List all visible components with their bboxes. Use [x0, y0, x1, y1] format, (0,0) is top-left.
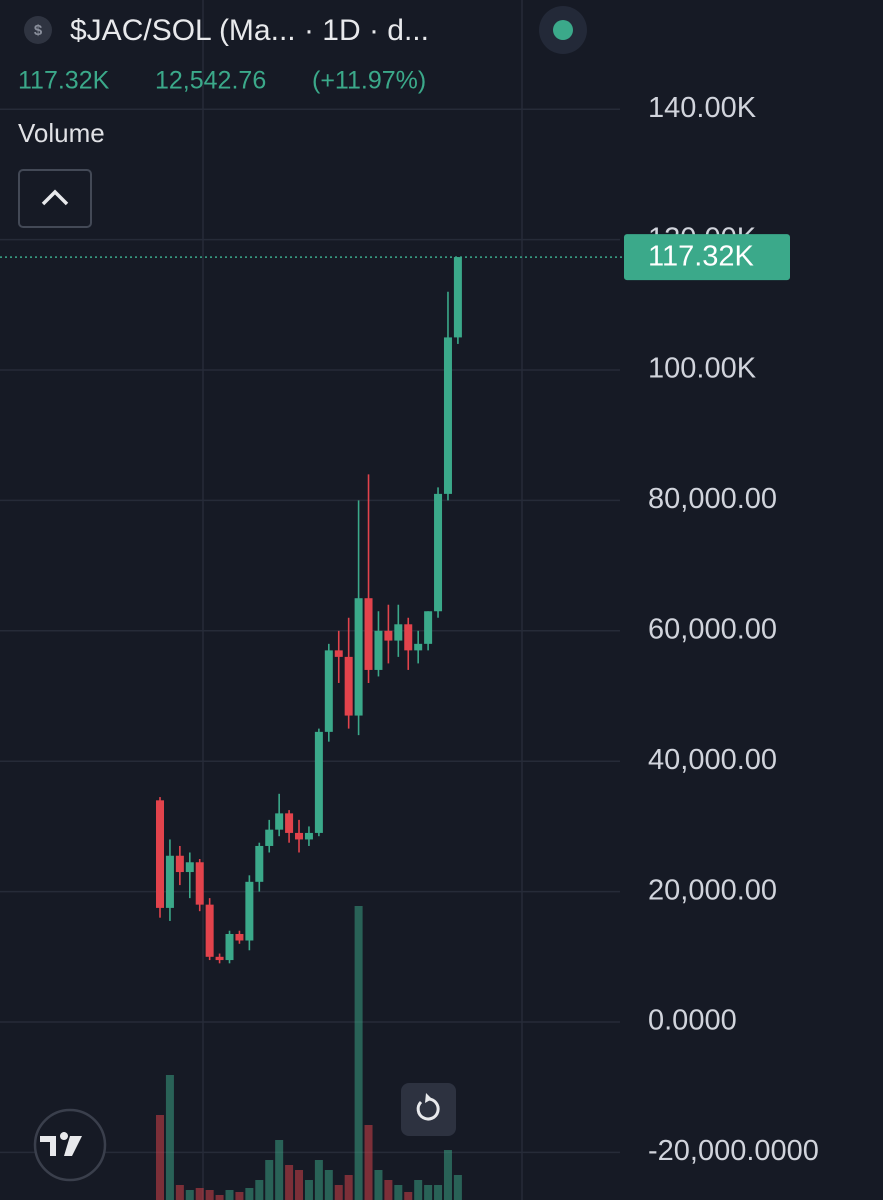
volume-bar: [185, 1190, 194, 1200]
volume-bar: [295, 1170, 304, 1200]
candle-body: [453, 257, 462, 338]
chart-title: $JAC/SOL (Ma... · 1D · d...: [70, 14, 429, 47]
volume-bar: [424, 1185, 433, 1200]
volume-bar: [404, 1192, 413, 1200]
change-pct: (+11.97%): [312, 67, 426, 95]
y-tick-label: 140.00K: [648, 92, 757, 124]
volume-bar: [374, 1170, 383, 1200]
candle-body: [443, 337, 452, 494]
candle-body: [205, 904, 214, 957]
volume-bar: [384, 1180, 393, 1200]
reset-icon: [416, 1097, 440, 1121]
candle-body: [354, 598, 363, 716]
y-tick-label: 20,000.00: [648, 874, 777, 906]
last-price-label: 117.32K: [648, 241, 755, 273]
overlays: [33, 1083, 456, 1182]
candle-body: [424, 611, 433, 644]
volume-bar: [414, 1180, 423, 1200]
candle-body: [414, 643, 423, 651]
candle-body: [295, 832, 304, 840]
volume-bar: [205, 1190, 214, 1200]
candle-body: [394, 624, 403, 641]
volume-bar: [434, 1185, 443, 1200]
volume-bar: [175, 1185, 184, 1200]
volume-bar: [245, 1188, 254, 1200]
candle-body: [175, 855, 184, 873]
volume-bar: [215, 1195, 224, 1200]
candle-body: [285, 813, 294, 833]
candle-body: [195, 862, 204, 905]
collapse-button[interactable]: [18, 169, 92, 228]
candle-body: [255, 845, 264, 882]
volume-bar: [344, 1175, 353, 1200]
status-dot: [553, 20, 573, 40]
volume-bar: [354, 906, 363, 1200]
volume-bar: [394, 1185, 403, 1200]
currency-icon: [24, 16, 52, 44]
last-value: 117.32K: [18, 67, 110, 95]
candle-body: [434, 493, 443, 612]
volume-bar: [156, 1115, 164, 1200]
candle-body: [324, 650, 333, 732]
candle-body: [165, 855, 174, 908]
y-tick-label: 60,000.00: [648, 613, 777, 645]
volume-bar: [304, 1180, 313, 1200]
plot: 140.00K120.00K100.00K80,000.0060,000.004…: [0, 92, 819, 1200]
candle-body: [314, 731, 323, 833]
volume-bar: [443, 1150, 452, 1200]
candle-body: [156, 800, 164, 908]
volume-bar: [314, 1160, 323, 1200]
candle-body: [225, 933, 234, 961]
candle-body: [364, 598, 373, 670]
last-price-badge: [624, 234, 790, 281]
candle-body: [275, 813, 284, 830]
reset-arrow: [425, 1093, 432, 1103]
y-tick-label: 0.0000: [648, 1005, 737, 1037]
candle-body: [304, 832, 313, 840]
volume-bar: [364, 1125, 373, 1200]
volume-bar: [275, 1140, 284, 1200]
y-tick-label: 80,000.00: [648, 483, 777, 515]
y-tick-label: -20,000.0000: [648, 1135, 819, 1167]
candle-body: [404, 624, 413, 651]
volume-label: Volume: [18, 118, 105, 148]
volume-bar: [225, 1190, 234, 1200]
candle-body: [344, 656, 353, 716]
volume-bar: [334, 1185, 343, 1200]
candle-body: [235, 933, 244, 941]
grid: [202, 0, 523, 1200]
reset-button[interactable]: [401, 1083, 456, 1136]
volume-bar: [165, 1075, 174, 1200]
candle-body: [245, 881, 254, 941]
volume-bar: [285, 1165, 294, 1200]
collapse-icon: [41, 189, 69, 206]
candle-body: [185, 862, 194, 873]
volume-bar: [265, 1160, 274, 1200]
y-tick-label: 100.00K: [648, 353, 757, 385]
candle-body: [374, 630, 383, 670]
volume-bar: [195, 1188, 204, 1200]
candle-body: [384, 630, 393, 641]
candle-body: [265, 829, 274, 846]
candle-body: [215, 956, 224, 961]
y-tick-label: 40,000.00: [648, 744, 777, 776]
logo-icon: [40, 1132, 82, 1156]
volume-bar: [453, 1175, 462, 1200]
change: 12,542.76: [155, 67, 266, 95]
currency-icon-glyph: $: [34, 22, 43, 39]
volume-bar: [255, 1180, 264, 1200]
volume-bar: [324, 1170, 333, 1200]
candle-body: [334, 650, 343, 657]
volume-bar: [235, 1192, 244, 1200]
